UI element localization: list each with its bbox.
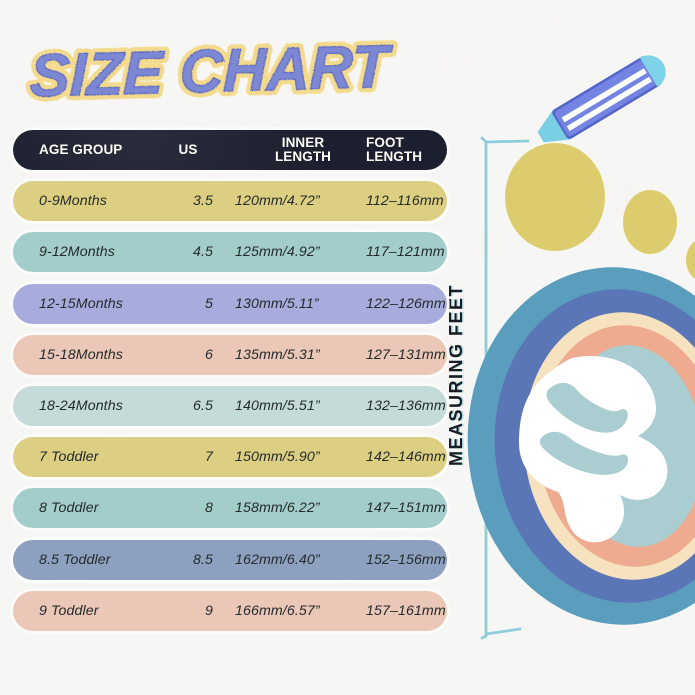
svg-text:SIZE CHART: SIZE CHART: [30, 33, 394, 110]
